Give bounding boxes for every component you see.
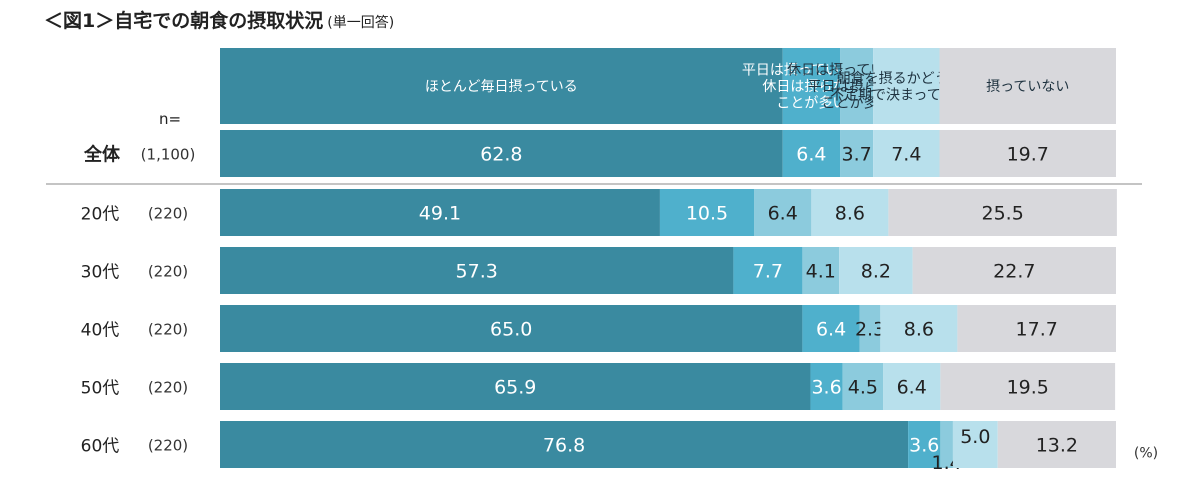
value-label-5-series-2: 3.6 <box>811 377 841 399</box>
bar-4-series-2 <box>802 305 860 352</box>
value-label-2-series-1: 49.1 <box>419 203 461 225</box>
value-label-2-series-3: 6.4 <box>768 203 798 225</box>
bar-4-series-4 <box>880 305 958 352</box>
bar-4-series-1 <box>220 305 803 352</box>
value-label-2-series-4: 8.6 <box>835 203 865 225</box>
bar-1-series-1 <box>220 130 783 177</box>
value-label-6-series-5: 13.2 <box>1036 435 1078 457</box>
value-label-1-series-3: 3.7 <box>841 144 871 166</box>
bar-2-series-1 <box>220 189 660 236</box>
bar-1-series-2 <box>782 130 841 177</box>
bar-4-series-5 <box>957 305 1116 352</box>
bar-5-series-2 <box>810 363 843 410</box>
bar-3-series-2 <box>733 247 803 294</box>
bar-5-series-3 <box>842 363 884 410</box>
bar-6-series-3 <box>940 421 953 468</box>
bar-3-series-5 <box>912 247 1116 294</box>
value-label-4-series-1: 65.0 <box>490 319 532 341</box>
value-label-6-series-1: 76.8 <box>543 435 585 457</box>
value-label-3-series-4: 8.2 <box>861 261 891 283</box>
bar-5-series-1 <box>220 363 811 410</box>
bar-2-series-3 <box>754 189 812 236</box>
n-value-5: (220) <box>148 379 188 397</box>
value-label-3-series-2: 7.7 <box>753 261 783 283</box>
n-value-6: (220) <box>148 437 188 455</box>
bar-6-series-1 <box>220 421 909 468</box>
value-label-3-series-5: 22.7 <box>993 261 1035 283</box>
value-label-1-series-1: 62.8 <box>480 144 522 166</box>
n-value-1: (1,100) <box>141 146 196 164</box>
value-label-5-series-4: 6.4 <box>897 377 927 399</box>
chart-title-note: (単一回答) <box>327 15 395 31</box>
bar-3-series-1 <box>220 247 734 294</box>
bar-3-series-3 <box>802 247 840 294</box>
category-label-5: 50代 <box>81 379 120 399</box>
bar-1-series-5 <box>939 130 1116 177</box>
bar-6-series-5 <box>997 421 1116 468</box>
chart-title-text: ＜図1＞自宅での朝食の摂取状況 <box>44 10 324 32</box>
n-value-4: (220) <box>148 321 188 339</box>
legend-box-5 <box>939 48 1116 124</box>
legend-box-2 <box>782 48 841 124</box>
legend-label-5-line-1: 摂っていない <box>986 79 1069 95</box>
bar-1-series-4 <box>873 130 940 177</box>
value-label-5-series-3: 4.5 <box>848 377 878 399</box>
category-label-2: 20代 <box>81 205 120 225</box>
value-label-4-series-4: 8.6 <box>904 319 934 341</box>
value-label-4-series-5: 17.7 <box>1016 319 1058 341</box>
unit-label: (%) <box>1134 446 1158 462</box>
legend-label-2-line-3: ことが多い <box>776 95 846 112</box>
value-label-2-series-2: 10.5 <box>686 203 728 225</box>
category-label-1: 全体 <box>83 144 121 166</box>
value-label-5-series-1: 65.9 <box>494 377 536 399</box>
bar-5-series-5 <box>940 363 1116 410</box>
value-label-1-series-2: 6.4 <box>796 144 826 166</box>
bar-4-series-3 <box>859 305 881 352</box>
legend-label-2-line-2: 休日は摂らない <box>762 79 860 95</box>
value-label-3-series-1: 57.3 <box>456 261 498 283</box>
value-label-5-series-5: 19.5 <box>1007 377 1049 399</box>
category-label-3: 30代 <box>81 263 120 283</box>
bar-6-series-2 <box>908 421 941 468</box>
category-label-6: 60代 <box>81 437 120 457</box>
bar-5-series-4 <box>883 363 941 410</box>
bar-6-series-4 <box>952 421 998 468</box>
value-label-3-series-3: 4.1 <box>806 261 836 283</box>
bar-3-series-4 <box>839 247 913 294</box>
value-label-4-series-2: 6.4 <box>816 319 846 341</box>
legend-box-3 <box>840 48 874 124</box>
legend-box-1 <box>220 48 783 124</box>
value-label-6-series-2: 3.6 <box>909 435 939 457</box>
category-label-4: 40代 <box>81 321 120 341</box>
legend-box-4 <box>873 48 940 124</box>
value-label-4-series-3: 2.3 <box>855 319 885 341</box>
bar-2-series-2 <box>659 189 755 236</box>
chart-title: ＜図1＞自宅での朝食の摂取状況 (単一回答) <box>44 6 394 33</box>
value-label-2-series-5: 25.5 <box>981 203 1023 225</box>
n-value-3: (220) <box>148 263 188 281</box>
bar-2-series-4 <box>811 189 889 236</box>
legend-label-1-line-1: ほとんど毎日摂っている <box>425 79 578 95</box>
value-label-6-series-4: 5.0 <box>960 426 990 448</box>
value-label-1-series-4: 7.4 <box>891 144 921 166</box>
n-value-2: (220) <box>148 205 188 223</box>
n-header: n= <box>159 110 181 128</box>
value-label-1-series-5: 19.7 <box>1007 144 1049 166</box>
bar-1-series-3 <box>840 130 874 177</box>
bar-2-series-5 <box>888 189 1117 236</box>
